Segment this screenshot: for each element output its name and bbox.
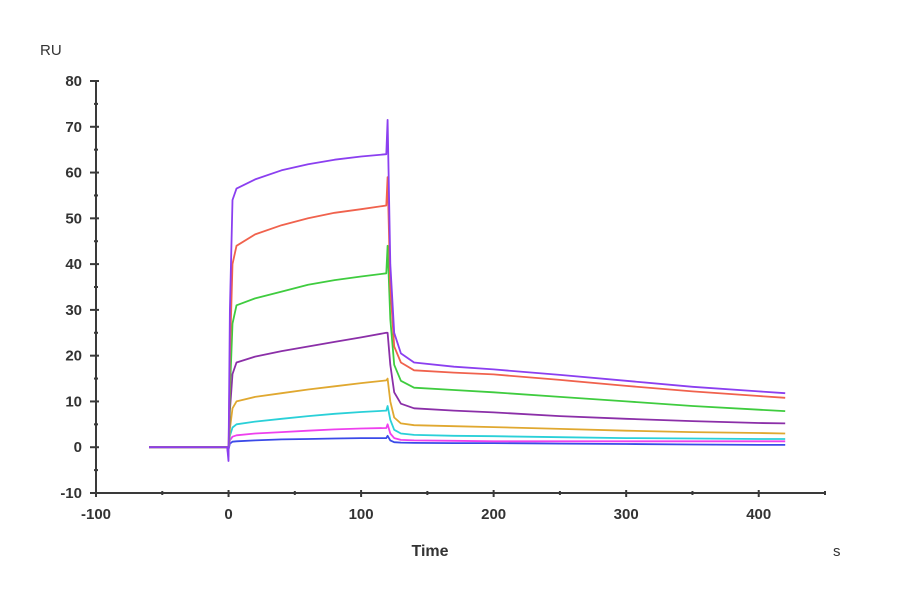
y-tick-label: 50 bbox=[65, 210, 82, 227]
x-tick-label: 200 bbox=[481, 506, 506, 523]
series-curve-8 bbox=[149, 434, 786, 451]
series-curve-5 bbox=[149, 377, 786, 451]
series-curve-2 bbox=[149, 176, 786, 458]
x-axis-unit-label: s bbox=[833, 543, 841, 560]
x-tick-label: 100 bbox=[349, 506, 374, 523]
series-layer bbox=[149, 119, 786, 462]
y-tick-label: 30 bbox=[65, 302, 82, 319]
y-tick-label: 60 bbox=[65, 165, 82, 182]
x-tick-label: 300 bbox=[614, 506, 639, 523]
y-tick-label: 10 bbox=[65, 393, 82, 410]
y-tick-label: 70 bbox=[65, 119, 82, 136]
y-tick-label: 20 bbox=[65, 348, 82, 365]
series-curve-4 bbox=[149, 331, 786, 453]
y-axis: -10 0 10 20 30 40 50 60 70 80 bbox=[60, 73, 99, 502]
y-tick-label: 0 bbox=[74, 439, 82, 456]
y-tick-label: -10 bbox=[60, 485, 82, 502]
series-curve-1 bbox=[149, 119, 786, 462]
x-tick-label: 400 bbox=[746, 506, 771, 523]
y-axis-unit-label: RU bbox=[40, 42, 62, 59]
y-tick-label: 80 bbox=[65, 73, 82, 90]
x-axis-title: Time bbox=[411, 543, 448, 560]
y-tick-label: 40 bbox=[65, 256, 82, 273]
series-curve-3 bbox=[149, 244, 786, 455]
x-tick-label: 0 bbox=[224, 506, 232, 523]
x-axis: -100 0 100 200 300 400 bbox=[81, 490, 826, 523]
x-tick-label: -100 bbox=[81, 506, 111, 523]
series-curve-7 bbox=[149, 423, 786, 451]
series-curve-6 bbox=[149, 405, 786, 451]
